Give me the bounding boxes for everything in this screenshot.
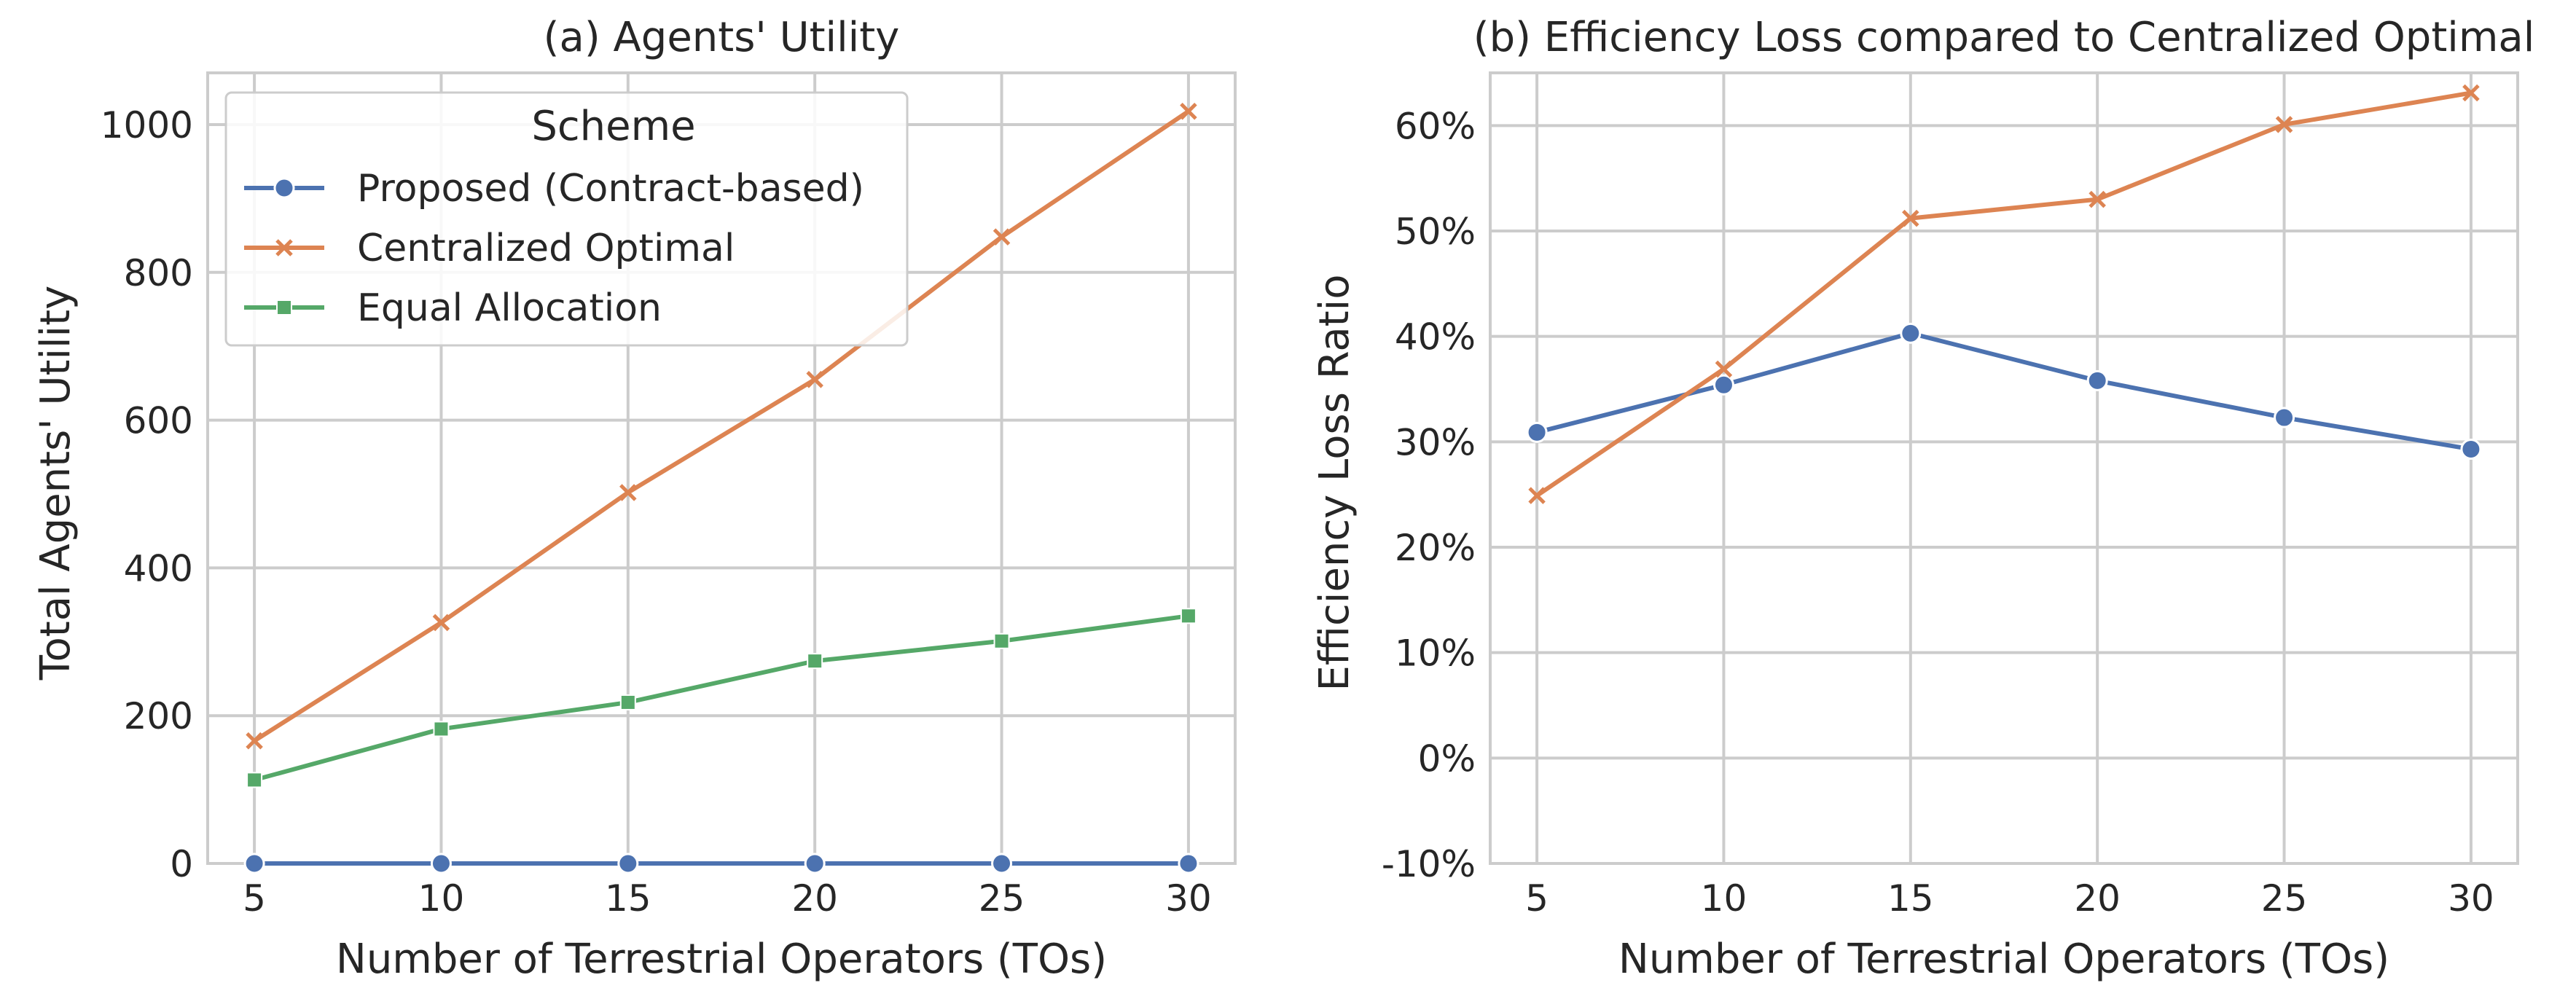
legend-label: Equal Allocation (357, 286, 662, 330)
x-tick-label: 25 (979, 877, 1025, 920)
legend-entry: Proposed (Contract-based) (244, 167, 864, 211)
data-point (619, 484, 637, 501)
panel-b-grid (1490, 73, 2518, 865)
series-line (254, 614, 1189, 783)
legend-marker (275, 239, 293, 256)
legend: Scheme Proposed (Contract-based) Centrali… (224, 91, 909, 347)
y-tick-label: 400 (124, 547, 193, 589)
x-tick-label: 10 (1701, 877, 1747, 920)
y-tick-label: 50% (1395, 211, 1476, 253)
data-point (1528, 487, 1546, 504)
legend-title: Scheme (531, 103, 695, 150)
legend-entry: Equal Allocation (244, 286, 662, 330)
legend-marker (273, 177, 295, 199)
y-tick-label: 800 (124, 252, 193, 294)
x-tick-label: 25 (2261, 877, 2308, 920)
y-tick-label: 0 (170, 843, 193, 885)
y-tick-label: 60% (1395, 105, 1476, 147)
data-point (617, 853, 639, 874)
data-point (246, 772, 263, 788)
data-point (993, 632, 1010, 649)
x-tick-label: 15 (1887, 877, 1934, 920)
legend-label: Proposed (Contract-based) (357, 167, 864, 211)
data-point (1900, 322, 1922, 344)
data-point (433, 721, 450, 737)
data-point (2460, 438, 2482, 460)
y-tick-label: 10% (1395, 632, 1476, 675)
x-tick-label: 20 (2074, 877, 2121, 920)
x-tick-label: 10 (418, 877, 465, 920)
x-tick-label: 5 (1525, 877, 1549, 920)
x-tick-label: 20 (791, 877, 838, 920)
x-tick-label: 5 (243, 877, 266, 920)
data-point (1712, 374, 1734, 396)
series-proposed (1526, 322, 2482, 460)
panel-a-title: (a) Agents' Utility (544, 14, 900, 61)
panel-b-title: (b) Efficiency Loss compared to Centrali… (1473, 14, 2535, 61)
data-point (1715, 360, 1733, 378)
series-line (1535, 90, 2472, 498)
panel-b-series (1526, 84, 2482, 504)
y-tick-label: 30% (1395, 421, 1476, 463)
data-point (1902, 209, 1919, 227)
panel-b-frame (1489, 71, 2519, 865)
series-line (253, 109, 1190, 743)
data-point (2086, 369, 2108, 391)
series-centralized (246, 102, 1197, 750)
y-tick-label: 20% (1395, 527, 1476, 569)
data-point (243, 853, 265, 874)
x-tick-label: 15 (605, 877, 651, 920)
series-centralized (1528, 84, 2480, 504)
legend-label: Centralized Optimal (357, 227, 735, 270)
data-point (807, 653, 823, 670)
legend-entries: Proposed (Contract-based) Centralized Opt… (244, 167, 864, 330)
data-point (806, 371, 823, 388)
panel-a-y-ticks: 0 200 400 600 800 1000 (101, 104, 193, 885)
data-point (993, 228, 1011, 246)
x-tick-label: 30 (2448, 877, 2494, 920)
data-point (1180, 102, 1197, 120)
data-point (2462, 84, 2480, 102)
y-tick-label: 200 (124, 695, 193, 737)
data-point (1526, 421, 1548, 443)
data-point (2088, 190, 2106, 208)
y-tick-label: 1000 (101, 104, 193, 146)
legend-box (224, 91, 909, 347)
series-proposed (243, 853, 1199, 874)
panel-a-x-axis-label: Number of Terrestrial Operators (TOs) (336, 936, 1107, 983)
panel-a-y-axis-label: Total Agents' Utility (32, 286, 79, 681)
data-point (991, 853, 1013, 874)
panel-b-x-ticks: 5 10 15 20 25 30 (1525, 877, 2494, 920)
series-line (1536, 331, 2472, 452)
panel-b: 5 10 15 20 25 30 -10% 0% 10% 20% 30% 40% 50% 60% (b)… (1311, 14, 2534, 983)
y-tick-label: 40% (1395, 316, 1476, 358)
panel-a-x-ticks: 5 10 15 20 25 30 (243, 877, 1212, 920)
legend-marker (276, 299, 292, 316)
x-tick-label: 30 (1165, 877, 1212, 920)
panel-a: 5 10 15 20 25 30 0 200 400 600 800 1000 (a) Agents… (32, 14, 1237, 983)
data-point (246, 732, 263, 750)
y-tick-label: 600 (124, 400, 193, 442)
panel-a-series (243, 102, 1199, 874)
panel-b-x-axis-label: Number of Terrestrial Operators (TOs) (1618, 936, 2389, 983)
panel-b-y-ticks: -10% 0% 10% 20% 30% 40% 50% 60% (1382, 105, 1476, 885)
data-point (2274, 407, 2295, 428)
y-tick-label: -10% (1382, 843, 1476, 885)
data-point (619, 694, 636, 710)
data-point (430, 853, 452, 874)
y-tick-label: 0% (1418, 737, 1476, 780)
data-point (1180, 608, 1197, 624)
data-point (1178, 853, 1199, 874)
data-point (2275, 116, 2293, 133)
panel-b-y-axis-label: Efficiency Loss Ratio (1311, 275, 1358, 691)
data-point (804, 853, 826, 874)
legend-entry: Centralized Optimal (244, 227, 735, 270)
series-equal (246, 608, 1197, 788)
data-point (432, 614, 450, 632)
